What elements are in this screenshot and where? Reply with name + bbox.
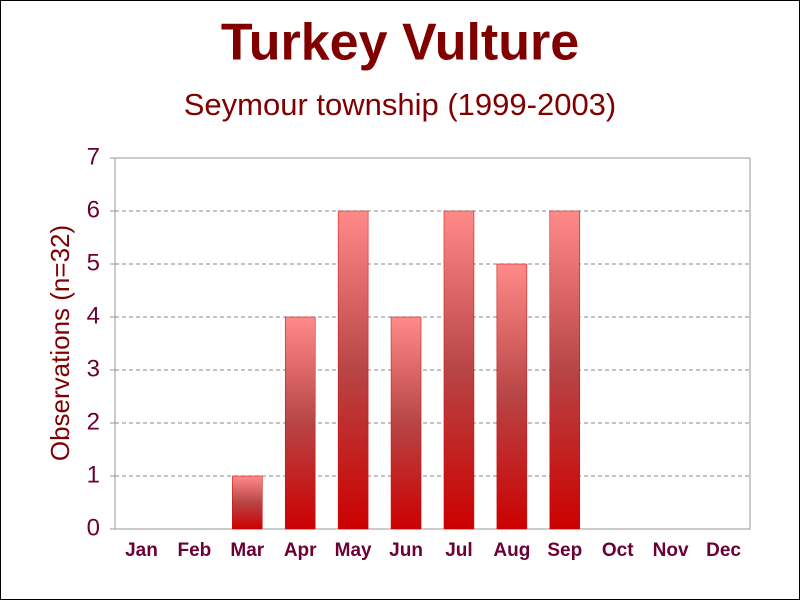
y-axis-label: Observations (n=32) <box>45 225 75 461</box>
x-tick-label: Jun <box>389 540 423 561</box>
bar <box>284 316 316 530</box>
bar <box>549 210 581 530</box>
y-tick-label: 6 <box>87 196 100 223</box>
x-tick-label: Mar <box>230 540 264 561</box>
y-tick-label: 0 <box>87 514 100 541</box>
bar <box>443 210 475 530</box>
x-tick-label: Nov <box>653 540 689 561</box>
bar <box>337 210 369 530</box>
y-tick-label: 2 <box>87 408 100 435</box>
y-tick-label: 3 <box>87 355 100 382</box>
chart-subtitle: Seymour township (1999-2003) <box>184 87 617 122</box>
y-tick-label: 1 <box>87 461 100 488</box>
y-tick-label: 7 <box>87 143 100 170</box>
x-tick-label: May <box>335 540 372 561</box>
bar <box>390 316 422 530</box>
x-tick-label: Oct <box>602 540 634 561</box>
x-tick-label: Dec <box>706 540 741 561</box>
y-tick-label: 5 <box>87 249 100 276</box>
y-tick-label: 4 <box>87 302 100 329</box>
bar <box>232 475 263 530</box>
x-tick-label: Jul <box>445 540 472 561</box>
plot-area <box>114 157 751 530</box>
x-tick-label: Jan <box>125 540 158 561</box>
x-tick-label: Apr <box>284 540 317 561</box>
x-tick-label: Aug <box>493 540 530 561</box>
bar <box>496 263 528 530</box>
x-tick-label: Feb <box>177 540 211 561</box>
x-tick-label: Sep <box>547 540 582 561</box>
chart-title: Turkey Vulture <box>221 14 579 72</box>
